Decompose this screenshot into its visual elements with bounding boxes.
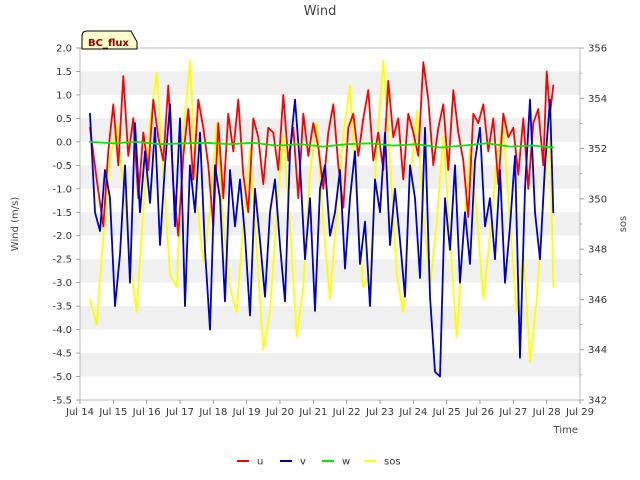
y2-tick-label: 354 [588, 94, 607, 105]
x-tick-label: Jul 20 [265, 407, 294, 418]
legend-label-v: v [300, 457, 306, 468]
y-tick-label: -5.0 [52, 372, 72, 383]
y2-tick-label: 348 [588, 245, 607, 256]
y-axis-right: 356 354 352 350 348 346 344 342 [580, 44, 607, 407]
x-tick-label: Jul 23 [365, 407, 394, 418]
y-tick-label: -1.0 [52, 184, 72, 195]
grid-band [80, 48, 580, 72]
y-axis-label: Wind (m/s) [10, 197, 21, 252]
y-tick-label: -3.0 [52, 278, 72, 289]
y2-tick-label: 344 [588, 345, 607, 356]
y-tick-label: -4.0 [52, 325, 72, 336]
grid-band [80, 306, 580, 330]
y2-tick-label: 350 [588, 194, 607, 205]
x-axis-label: Time [553, 425, 578, 436]
badge-label: BC_flux [88, 38, 129, 49]
x-tick-label: Jul 26 [465, 407, 494, 418]
y-tick-label: -2.5 [52, 255, 72, 266]
y-tick-label: -5.5 [52, 396, 72, 407]
y-tick-label: -2.0 [52, 231, 72, 242]
grid-band [80, 235, 580, 260]
x-tick-label: Jul 19 [232, 407, 261, 418]
y-tick-label: 0.5 [56, 114, 72, 125]
y-tick-label: 0.0 [56, 137, 72, 148]
x-tick-label: Jul 27 [498, 407, 527, 418]
grid-band [80, 329, 580, 354]
grid-band [80, 71, 580, 95]
y2-tick-label: 352 [588, 144, 607, 155]
bc-flux-badge: BC_flux [81, 30, 138, 50]
grid-band [80, 353, 580, 377]
y-tick-label: 2.0 [56, 44, 72, 55]
x-tick-label: Jul 15 [98, 407, 127, 418]
x-tick-label: Jul 29 [565, 407, 594, 418]
legend-label-w: w [342, 457, 350, 468]
x-tick-label: Jul 18 [198, 407, 227, 418]
y-axis-left: 2.0 1.5 1.0 0.5 0.0 -0.5 -1.0 -1.5 -2.0 -2.5 -3.0 -… [52, 44, 80, 407]
y2-tick-label: 356 [588, 44, 607, 55]
y-tick-label: 1.5 [56, 67, 72, 78]
x-tick-label: Jul 25 [432, 407, 461, 418]
y-tick-label: 1.0 [56, 90, 72, 101]
y-tick-label: -3.5 [52, 302, 72, 313]
x-tick-label: Jul 16 [132, 407, 161, 418]
y-tick-label: -4.5 [52, 349, 72, 360]
x-tick-label: Jul 21 [298, 407, 327, 418]
series-line-w [89, 140, 555, 149]
grid-band [80, 141, 580, 166]
legend: u v w sos [237, 457, 401, 468]
x-tick-label: Jul 17 [165, 407, 194, 418]
series-layer [89, 59, 555, 378]
x-tick-label: Jul 22 [332, 407, 361, 418]
x-tick-label: Jul 14 [65, 407, 94, 418]
x-axis: Jul 14 Jul 15 Jul 16 Jul 17 Jul 18 Jul 19 Jul … [65, 400, 594, 418]
y2-axis-label: sos [618, 216, 629, 233]
series-line-sos [89, 59, 555, 364]
y2-tick-label: 342 [588, 396, 607, 407]
x-tick-label: Jul 28 [532, 407, 561, 418]
y-tick-label: -1.5 [52, 208, 72, 219]
grid-band [80, 259, 580, 283]
x-tick-label: Jul 24 [398, 407, 427, 418]
grid-band [80, 376, 580, 400]
grid-band [80, 165, 580, 189]
chart-title: Wind [304, 4, 337, 19]
grid-band [80, 188, 580, 213]
y2-tick-label: 346 [588, 295, 607, 306]
y-tick-label: -0.5 [52, 161, 72, 172]
legend-label-u: u [257, 457, 263, 468]
legend-label-sos: sos [384, 457, 401, 468]
